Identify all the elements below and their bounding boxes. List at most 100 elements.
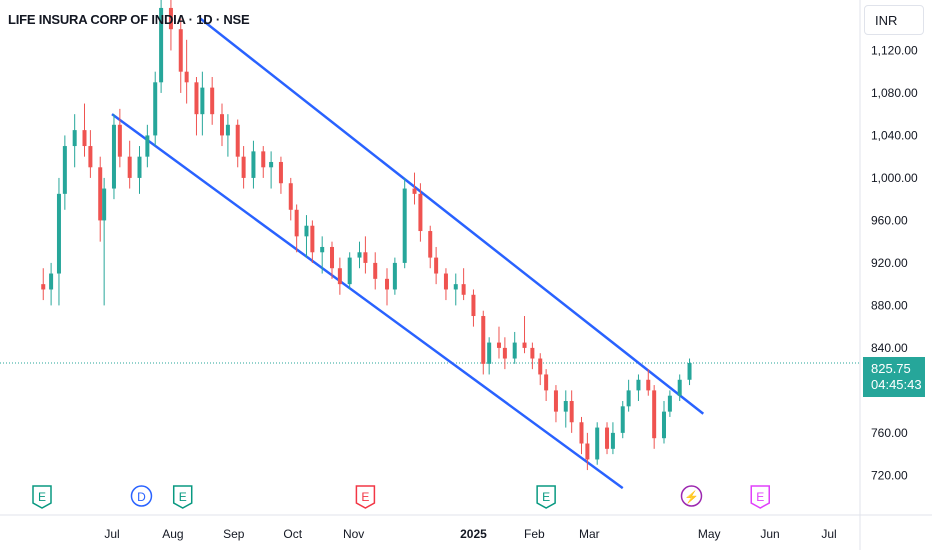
candle-body	[687, 363, 692, 380]
event-earnings-icon	[172, 485, 193, 509]
candle	[626, 379, 631, 412]
candle	[184, 39, 189, 104]
candle	[111, 114, 116, 200]
candle-body	[304, 225, 309, 237]
candle-body	[56, 193, 61, 274]
candle-body	[278, 161, 283, 184]
candle	[385, 268, 390, 306]
candle	[569, 390, 574, 433]
y-tick-label: 960.00	[871, 213, 908, 227]
candle-body	[453, 284, 458, 290]
event-markers: E D E E E ⚡ E	[32, 485, 770, 509]
candle	[210, 76, 215, 125]
candle-body	[102, 188, 107, 221]
candle-body	[269, 161, 274, 168]
candle-body	[579, 422, 584, 444]
y-tick-label: 1,120.00	[871, 43, 918, 57]
candle-body	[225, 124, 230, 136]
candle	[610, 422, 615, 455]
candle-body	[88, 146, 93, 168]
candle	[453, 273, 458, 306]
candle-body	[496, 342, 501, 348]
candle	[461, 268, 466, 301]
candle	[159, 0, 164, 93]
candle	[82, 103, 87, 157]
candle	[117, 108, 122, 168]
x-tick-label: Jun	[760, 527, 779, 541]
candle	[49, 262, 54, 306]
candle-body	[530, 347, 535, 359]
candle	[563, 390, 568, 428]
candle-body	[137, 156, 142, 178]
candle	[56, 177, 61, 306]
candle	[373, 252, 378, 290]
candle-body	[184, 71, 189, 83]
candle-body	[661, 411, 666, 439]
candle	[481, 310, 486, 375]
candle-body	[117, 124, 122, 157]
candle-body	[210, 87, 215, 115]
candle	[487, 337, 492, 375]
candle	[220, 103, 225, 147]
y-tick-label: 1,080.00	[871, 86, 918, 100]
candle	[677, 374, 682, 402]
candle-body	[481, 316, 486, 364]
candle-body	[605, 427, 610, 449]
y-tick-label: 880.00	[871, 298, 908, 312]
x-tick-label: May	[698, 527, 721, 541]
candle	[646, 369, 651, 396]
candle	[88, 130, 93, 178]
candle-body	[159, 7, 164, 83]
candle	[522, 316, 527, 354]
currency-button[interactable]: INR	[864, 5, 924, 35]
candle-body	[667, 395, 672, 412]
candle	[502, 337, 507, 370]
event-label: E	[38, 490, 46, 504]
event-label: E	[756, 490, 764, 504]
candle	[127, 140, 132, 189]
candle-body	[153, 82, 158, 136]
candle	[538, 353, 543, 386]
candle	[330, 241, 335, 279]
candle-body	[330, 246, 335, 269]
candle	[294, 204, 299, 253]
candle-body	[82, 130, 87, 147]
candle	[363, 236, 368, 274]
candle-body	[443, 273, 448, 290]
candle	[496, 326, 501, 359]
candle-body	[402, 188, 407, 263]
candle-body	[636, 379, 641, 391]
candle	[41, 268, 46, 301]
last-price-value: 825.75	[871, 361, 911, 376]
candle-body	[563, 401, 568, 412]
candle-body	[385, 278, 390, 290]
event-earnings-icon	[750, 485, 770, 509]
candles	[41, 0, 692, 471]
candle-body	[294, 209, 299, 237]
candle	[392, 257, 397, 295]
candle	[347, 252, 352, 290]
candle	[288, 177, 293, 221]
candle	[434, 246, 439, 285]
candle-body	[412, 188, 417, 194]
candle-body	[127, 156, 132, 178]
candle	[102, 177, 107, 306]
candle	[661, 401, 666, 444]
candle-body	[610, 432, 615, 449]
channel-lower-line	[111, 113, 624, 490]
candle	[98, 156, 103, 242]
candle	[178, 18, 183, 93]
candle	[137, 146, 142, 194]
candle-body	[310, 225, 315, 253]
x-tick-label: Aug	[162, 527, 183, 541]
candle-body	[392, 262, 397, 290]
candle	[443, 268, 448, 301]
candle-body	[652, 390, 657, 439]
candle-body	[595, 427, 600, 460]
candle	[269, 151, 274, 189]
candle-body	[235, 124, 240, 157]
candle-body	[49, 273, 54, 290]
candle-body	[512, 342, 517, 359]
